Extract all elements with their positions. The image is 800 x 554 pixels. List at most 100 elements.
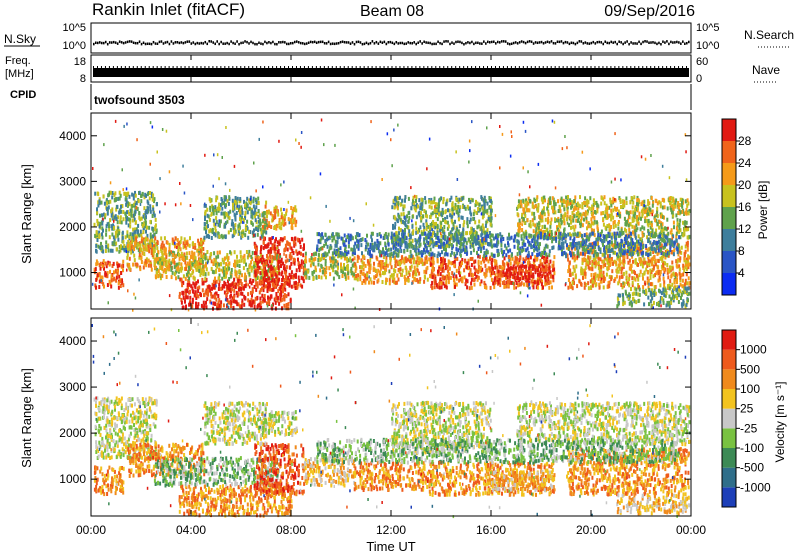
range-cell (192, 281, 195, 286)
range-cell (455, 282, 458, 287)
range-cell (204, 217, 206, 222)
range-cell (102, 194, 105, 199)
range-cell (94, 267, 97, 272)
range-cell (268, 287, 271, 291)
nsky-tick-bottom: 10^0 (62, 40, 86, 52)
nsky-point (361, 42, 364, 46)
range-cell (229, 283, 232, 288)
range-cell (174, 236, 177, 241)
range-cell (238, 222, 241, 227)
range-cell (682, 233, 685, 238)
range-cell (332, 264, 335, 269)
range-cell (223, 197, 226, 202)
range-cell (231, 234, 234, 239)
range-cell (487, 266, 490, 271)
range-cell (494, 273, 497, 278)
range-cell (240, 210, 243, 215)
range-cell (283, 267, 286, 272)
freq-point (108, 66, 110, 68)
range-cell (196, 304, 199, 309)
range-cell (187, 269, 190, 274)
range-cell (131, 232, 134, 237)
range-cell (284, 287, 287, 292)
nsky-point (128, 40, 131, 43)
range-cell (241, 301, 244, 306)
range-cell (487, 259, 490, 264)
range-cell (572, 218, 575, 223)
range-cell (467, 258, 470, 263)
range-cell (408, 239, 411, 244)
range-cell (251, 209, 254, 214)
range-cell (442, 268, 445, 273)
range-cell (625, 228, 628, 233)
range-cell (261, 280, 264, 285)
range-cell (253, 264, 255, 269)
range-cell (641, 200, 644, 205)
range-cell (206, 250, 209, 254)
range-cell (554, 231, 557, 236)
range-cell (489, 196, 492, 201)
range-cell (232, 284, 235, 289)
range-cell (132, 262, 135, 267)
range-cell (228, 266, 231, 271)
range-cell (305, 268, 308, 273)
range-cell (481, 206, 484, 211)
range-cell (559, 217, 562, 222)
range-cell (133, 247, 135, 252)
range-cell (512, 264, 515, 269)
nsky-point (624, 41, 626, 44)
range-cell (151, 197, 154, 202)
range-cell (129, 241, 132, 246)
range-cell (666, 217, 669, 222)
range-cell (366, 276, 369, 281)
range-cell (213, 285, 215, 290)
range-cell (224, 211, 227, 216)
range-cell (499, 278, 502, 283)
range-cell (290, 255, 293, 260)
range-cell (98, 263, 101, 268)
range-cell (685, 211, 688, 216)
range-cell (445, 279, 448, 283)
range-cell (98, 285, 101, 289)
range-cell (509, 261, 512, 266)
range-cell (629, 222, 632, 227)
nsky-point (437, 40, 439, 44)
nsky-point (178, 41, 181, 45)
range-cell (431, 275, 434, 280)
range-cell (485, 220, 488, 225)
range-cell (411, 224, 414, 229)
range-cell (575, 212, 578, 216)
range-cell (104, 213, 107, 218)
range-cell (159, 258, 162, 263)
range-cell (267, 263, 270, 268)
range-cell (418, 279, 421, 284)
range-cell (162, 269, 165, 274)
range-cell (514, 269, 517, 274)
range-cell (516, 206, 519, 211)
range-cell (469, 217, 472, 222)
range-cell (459, 277, 462, 282)
range-cell (404, 218, 407, 222)
range-cell (278, 241, 281, 246)
freq-point (630, 66, 632, 68)
range-cell (473, 265, 476, 270)
range-cell (461, 258, 464, 262)
range-cell (673, 202, 676, 207)
range-cell (152, 205, 155, 210)
date-title: 09/Sep/2016 (604, 3, 695, 20)
range-cell (446, 226, 449, 231)
range-cell (542, 229, 545, 234)
range-cell (362, 267, 365, 272)
nsky-point (276, 42, 278, 46)
range-cell (168, 258, 171, 263)
range-cell (156, 270, 158, 275)
freq-tick-top: 18 (74, 56, 86, 68)
range-cell (177, 244, 180, 249)
range-cell (251, 213, 254, 218)
range-cell (154, 236, 157, 241)
range-cell (651, 229, 654, 233)
range-cell (261, 233, 264, 238)
range-cell (255, 205, 258, 210)
range-cell (404, 281, 407, 285)
range-cell (431, 280, 434, 285)
